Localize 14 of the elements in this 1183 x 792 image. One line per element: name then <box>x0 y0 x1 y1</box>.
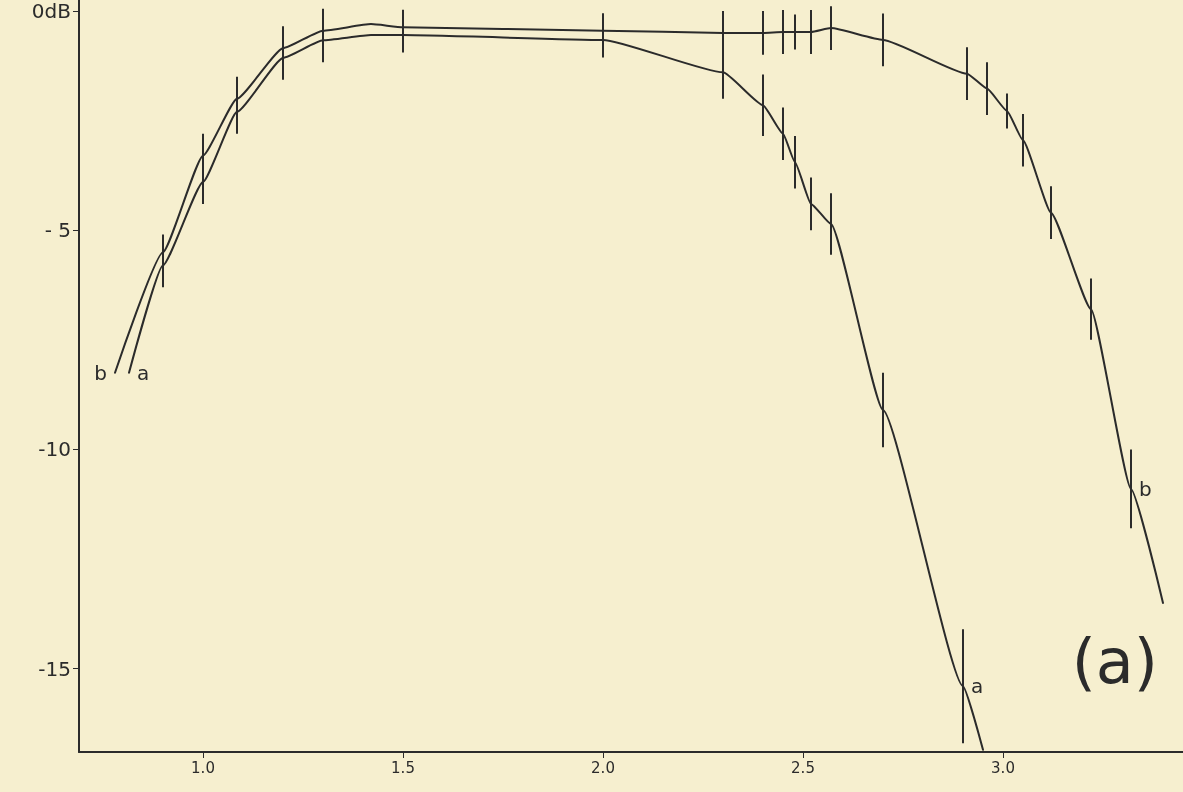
x-tick-label: 2.5 <box>791 758 815 777</box>
y-tick-label: -15 <box>38 656 71 681</box>
x-tick-label: 2.0 <box>591 758 615 777</box>
y-tick-label: -10 <box>38 437 71 462</box>
x-tick-label: 1.5 <box>391 758 415 777</box>
text: a <box>137 360 150 385</box>
text: b <box>94 360 107 385</box>
y-tick-label: - 5 <box>44 218 71 243</box>
text: (a) <box>1071 624 1158 698</box>
x-tick-label: 3.0 <box>991 758 1015 777</box>
series-label: a <box>971 674 984 699</box>
y-tick-label: 0dB <box>31 0 71 23</box>
series-label: b <box>1139 476 1152 501</box>
x-tick-label: 1.0 <box>191 758 215 777</box>
